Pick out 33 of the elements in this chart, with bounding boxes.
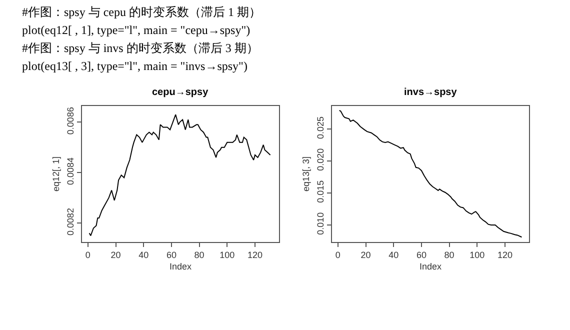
text: #作图：spsy 与 cepu 的时变系数（滞后 1 期） <box>22 5 261 19</box>
x-tick-label: 0 <box>85 250 90 260</box>
x-axis-title: Index <box>169 262 192 272</box>
y-tick-label: 0.0086 <box>65 107 76 135</box>
x-tick-label: 100 <box>220 250 235 260</box>
x-tick-label: 100 <box>470 250 485 260</box>
x-tick-label: 60 <box>416 250 426 260</box>
x-tick-label: 40 <box>388 250 399 260</box>
line-series <box>338 110 522 238</box>
x-axis-title: Index <box>419 262 442 272</box>
text: plot(eq13[ , 3], type="l", main = "invs→spsy") <box>22 59 248 73</box>
y-tick-label: 0.015 <box>315 180 326 203</box>
y-axis-title: eq13[, 3] <box>300 156 311 192</box>
chart-title: invs→spsy <box>404 87 458 98</box>
x-tick-label: 0 <box>335 250 340 260</box>
x-tick-label: 40 <box>138 250 149 260</box>
line-series <box>88 114 271 236</box>
y-axis-title: eq12[, 1] <box>50 156 61 192</box>
y-tick-label: 0.0084 <box>65 157 76 186</box>
x-tick-label: 20 <box>110 250 121 260</box>
x-tick-label: 60 <box>166 250 176 260</box>
text: #作图：spsy 与 invs 的时变系数（滞后 3 期） <box>22 41 258 55</box>
x-tick-label: 80 <box>194 250 204 260</box>
y-tick-label: 0.0082 <box>65 208 76 236</box>
chart-title: cepu→spsy <box>152 87 209 98</box>
x-tick-label: 120 <box>247 250 263 260</box>
text: plot(eq12[ , 1], type="l", main = "cepu→spsy") <box>22 23 250 37</box>
x-tick-label: 20 <box>360 250 371 260</box>
y-tick-label: 0.010 <box>315 212 326 235</box>
x-tick-label: 120 <box>497 250 513 260</box>
y-tick-label: 0.025 <box>315 116 326 139</box>
x-tick-label: 80 <box>444 250 454 260</box>
y-tick-label: 0.020 <box>315 148 326 171</box>
